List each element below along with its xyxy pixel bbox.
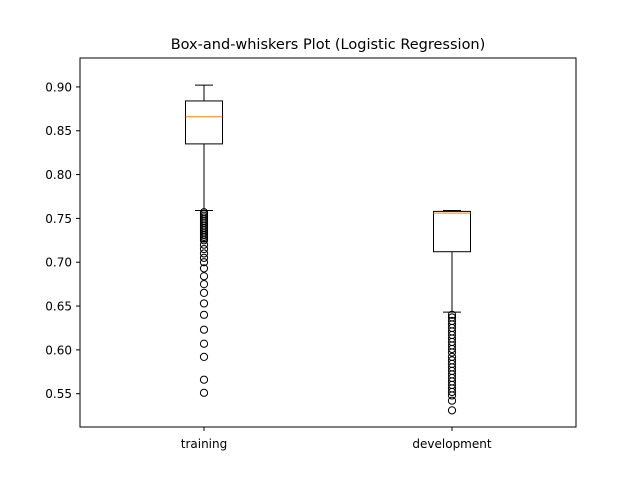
outlier-point <box>199 240 209 249</box>
chart-title: Box-and-whiskers Plot (Logistic Regressi… <box>171 37 486 53</box>
outlier-point <box>199 258 209 267</box>
outlier-point <box>447 310 457 319</box>
y-tick-label: 0.75 <box>45 212 72 226</box>
outlier-point <box>447 344 457 354</box>
outlier-point <box>199 253 209 262</box>
x-tick-label: development <box>412 437 491 451</box>
outlier-point <box>447 391 457 400</box>
outlier-point <box>199 299 209 308</box>
outlier-point <box>199 375 209 384</box>
x-tick-label: training <box>181 437 228 451</box>
outlier-point <box>199 236 209 245</box>
axes-frame <box>79 57 577 428</box>
y-tick-label: 0.70 <box>45 256 72 270</box>
outlier-point <box>199 339 209 348</box>
outlier-point <box>447 348 457 357</box>
outlier-point <box>447 396 457 405</box>
outlier-point <box>199 388 209 397</box>
y-tick-label: 0.85 <box>45 124 72 138</box>
outlier-point <box>199 272 209 281</box>
y-tick-label: 0.65 <box>45 300 72 314</box>
iqr-box <box>185 100 223 145</box>
outlier-point <box>447 387 457 397</box>
plot-area <box>185 84 471 415</box>
outlier-point <box>199 310 209 319</box>
y-tick-label: 0.55 <box>45 387 72 401</box>
outlier-point <box>199 264 209 273</box>
outlier-point <box>199 249 209 258</box>
outlier-point <box>199 280 209 289</box>
box-group-training <box>185 84 223 397</box>
outlier-point <box>199 352 209 361</box>
box-group-development <box>433 210 471 415</box>
outlier-point <box>447 406 457 415</box>
axes: 0.55 0.60 0.65 0.70 0.75 0.80 0.85 0.90 training… <box>45 57 577 451</box>
y-tick-label: 0.80 <box>45 168 72 182</box>
y-tick-label: 0.60 <box>45 343 72 357</box>
iqr-box <box>433 210 471 253</box>
outlier-point <box>199 325 209 334</box>
outlier-point <box>199 244 209 254</box>
outlier-point <box>199 288 209 297</box>
y-tick-label: 0.90 <box>45 80 72 94</box>
